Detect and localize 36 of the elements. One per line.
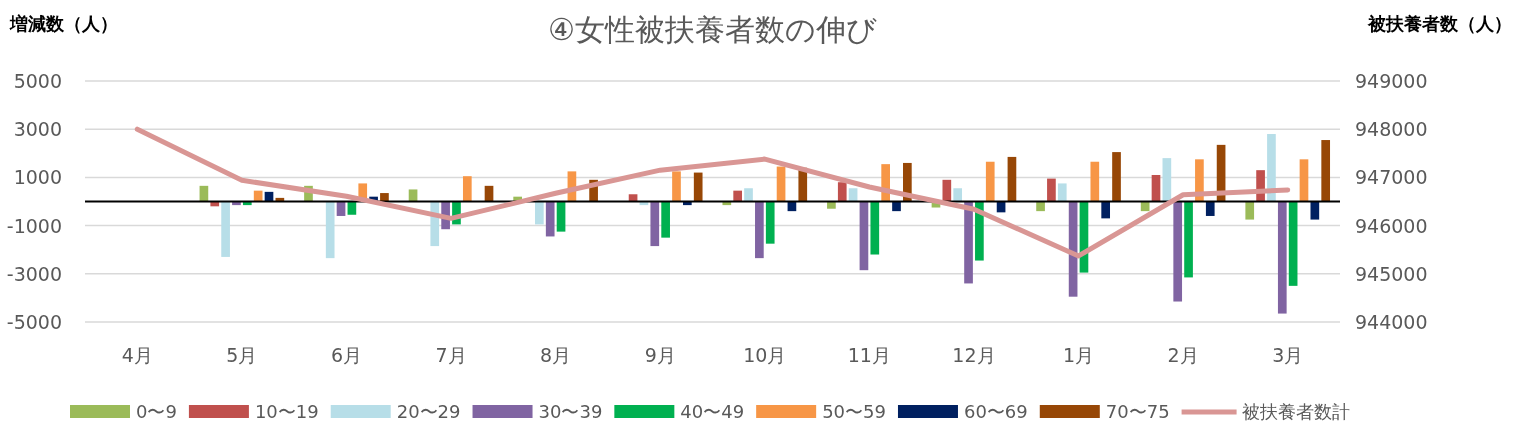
y-tick-label: 5000 <box>13 70 62 92</box>
legend-label: 60〜69 <box>963 401 1028 422</box>
x-tick-label: 8月 <box>540 344 572 366</box>
x-tick-label: 11月 <box>847 344 891 366</box>
x-tick-label: 4月 <box>121 344 153 366</box>
y2-tick-label: 947000 <box>1355 166 1428 189</box>
y-tick-label: 1000 <box>13 166 62 189</box>
legend-label: 50〜59 <box>822 401 886 422</box>
x-tick-label: 1月 <box>1062 344 1095 366</box>
x-tick-label: 3月 <box>1272 344 1304 366</box>
legend-label: 40〜49 <box>680 401 745 422</box>
y-tick-label: 3000 <box>13 118 62 141</box>
y-axis-title: 増減数（人） <box>9 13 118 34</box>
legend-label: 30〜39 <box>538 401 603 422</box>
y2-tick-label: 946000 <box>1355 214 1428 237</box>
x-tick-label: 9月 <box>644 344 676 366</box>
x-tick-label: 2月 <box>1167 344 1199 366</box>
y-tick-label: -5000 <box>6 311 62 333</box>
chart-title: ④女性被扶養者数の伸び <box>548 12 877 47</box>
y2-axis-title: 被扶養者数（人） <box>1367 13 1512 34</box>
y-tick-label: -3000 <box>6 262 62 285</box>
y-tick-label: -1000 <box>6 214 62 237</box>
x-tick-label: 5月 <box>226 344 258 366</box>
y2-tick-label: 948000 <box>1355 118 1428 141</box>
legend-label: 10〜19 <box>254 401 319 422</box>
legend-label: 被扶養者数計 <box>1241 401 1350 422</box>
x-tick-label: 7月 <box>435 344 467 366</box>
y2-tick-label: 949000 <box>1355 70 1428 92</box>
x-tick-label: 10月 <box>743 344 787 366</box>
legend-label: 20〜29 <box>396 401 461 422</box>
legend-label: 0〜9 <box>136 401 177 422</box>
legend-label: 70〜75 <box>1105 401 1170 422</box>
x-tick-label: 6月 <box>330 344 363 366</box>
y2-tick-label: 945000 <box>1355 262 1428 285</box>
y2-tick-label: 944000 <box>1355 311 1428 333</box>
x-tick-label: 12月 <box>952 344 996 366</box>
